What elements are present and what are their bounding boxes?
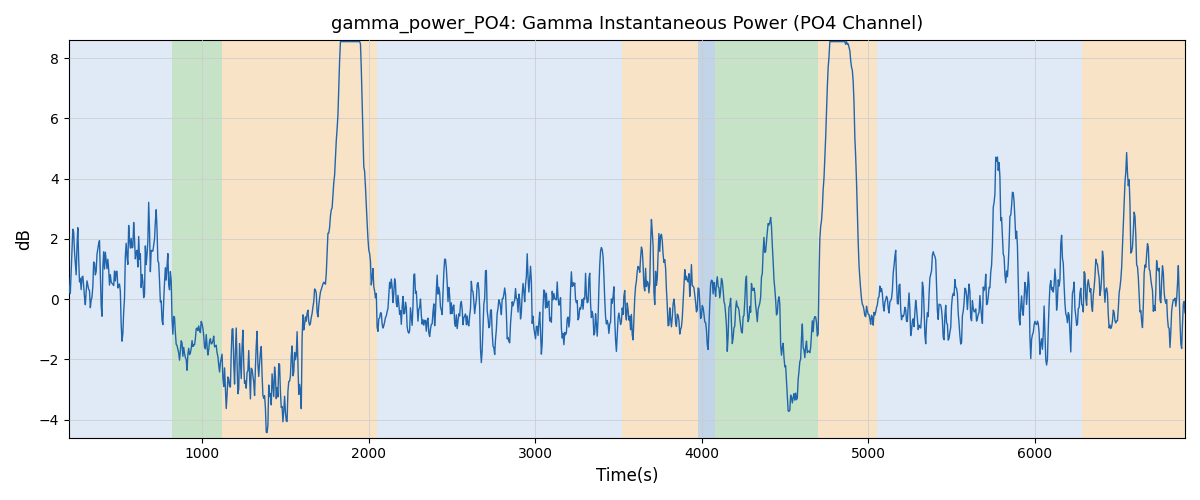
- Bar: [698, 40, 715, 438]
- Bar: [377, 40, 622, 438]
- Y-axis label: dB: dB: [16, 228, 34, 250]
- Bar: [68, 40, 172, 438]
- X-axis label: Time(s): Time(s): [595, 467, 658, 485]
- Bar: [222, 40, 377, 438]
- Title: gamma_power_PO4: Gamma Instantaneous Power (PO4 Channel): gamma_power_PO4: Gamma Instantaneous Pow…: [331, 15, 923, 34]
- Bar: [818, 40, 877, 438]
- Bar: [877, 40, 1081, 438]
- Bar: [622, 40, 698, 438]
- Bar: [1081, 40, 1186, 438]
- Bar: [715, 40, 818, 438]
- Bar: [172, 40, 222, 438]
